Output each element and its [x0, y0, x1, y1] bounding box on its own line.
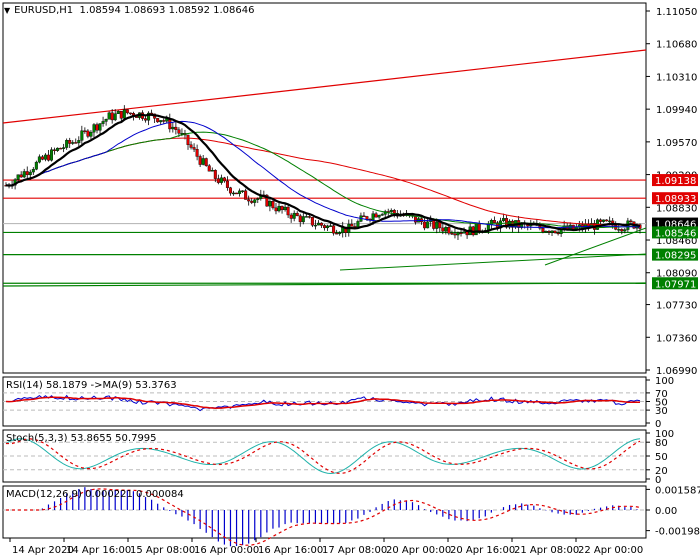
svg-text:50: 50 [655, 452, 668, 463]
svg-text:1.09570: 1.09570 [656, 138, 697, 149]
svg-text:0: 0 [655, 475, 661, 486]
svg-text:1.08646: 1.08646 [655, 220, 696, 231]
svg-text:30: 30 [655, 406, 668, 417]
svg-text:16 Apr 00:00: 16 Apr 00:00 [194, 545, 259, 556]
svg-text:70: 70 [655, 389, 668, 400]
svg-text:1.08546: 1.08546 [655, 228, 696, 239]
chart-title: ▼ EURUSD,H1 1.08594 1.08693 1.08592 1.086… [4, 5, 254, 16]
svg-text:1.11050: 1.11050 [656, 7, 697, 18]
svg-text:20 Apr 16:00: 20 Apr 16:00 [450, 545, 515, 556]
svg-text:1.10680: 1.10680 [656, 40, 697, 51]
svg-text:22 Apr 00:00: 22 Apr 00:00 [578, 545, 643, 556]
svg-text:1.09138: 1.09138 [655, 176, 696, 187]
svg-text:16 Apr 16:00: 16 Apr 16:00 [258, 545, 323, 556]
indicator-layer: 100705030010080502000.0015870.00-0.00198… [3, 376, 700, 547]
svg-text:20 Apr 00:00: 20 Apr 00:00 [386, 545, 451, 556]
svg-text:50: 50 [655, 398, 668, 409]
svg-text:21 Apr 08:00: 21 Apr 08:00 [514, 545, 579, 556]
svg-text:20: 20 [655, 466, 668, 477]
main-chart-frame [2, 2, 647, 374]
price-layer [2, 49, 647, 287]
rsi-label: RSI(14) 58.1879 ->MA(9) 53.3763 [6, 380, 177, 391]
svg-text:1.08933: 1.08933 [655, 194, 696, 205]
macd-frame [2, 485, 647, 539]
svg-text:1.08295: 1.08295 [655, 251, 696, 262]
dropdown-triangle-icon[interactable]: ▼ [4, 6, 11, 15]
macd-label: MACD(12,26,9) 0.000221 0.000084 [6, 489, 184, 500]
svg-text:1.08090: 1.08090 [656, 269, 697, 280]
svg-text:0.001587: 0.001587 [655, 485, 700, 496]
svg-text:-0.001984: -0.001984 [655, 527, 700, 538]
price-axis: 1.110501.106801.103101.099401.095701.092… [646, 7, 698, 377]
stoch-label: Stoch(5,3,3) 53.8655 50.7995 [6, 433, 157, 444]
svg-text:14 Apr 16:00: 14 Apr 16:00 [66, 545, 131, 556]
svg-text:1.09940: 1.09940 [656, 105, 697, 116]
svg-text:14 Apr 2020: 14 Apr 2020 [12, 545, 74, 556]
svg-text:0: 0 [655, 419, 661, 430]
svg-text:17 Apr 08:00: 17 Apr 08:00 [322, 545, 387, 556]
svg-text:1.07730: 1.07730 [656, 301, 697, 312]
svg-text:80: 80 [655, 438, 668, 449]
svg-text:1.06990: 1.06990 [656, 366, 697, 377]
svg-text:1.10310: 1.10310 [656, 72, 697, 83]
svg-text:100: 100 [655, 376, 674, 387]
svg-text:15 Apr 08:00: 15 Apr 08:00 [130, 545, 195, 556]
svg-text:1.08830: 1.08830 [656, 203, 697, 214]
svg-text:1.07360: 1.07360 [656, 333, 697, 344]
symbol-ohlc: EURUSD,H1 1.08594 1.08693 1.08592 1.0864… [14, 5, 255, 16]
svg-text:100: 100 [655, 429, 674, 440]
svg-text:1.07971: 1.07971 [655, 279, 696, 290]
svg-text:0.00: 0.00 [655, 506, 677, 517]
svg-text:1.08460: 1.08460 [656, 236, 697, 247]
